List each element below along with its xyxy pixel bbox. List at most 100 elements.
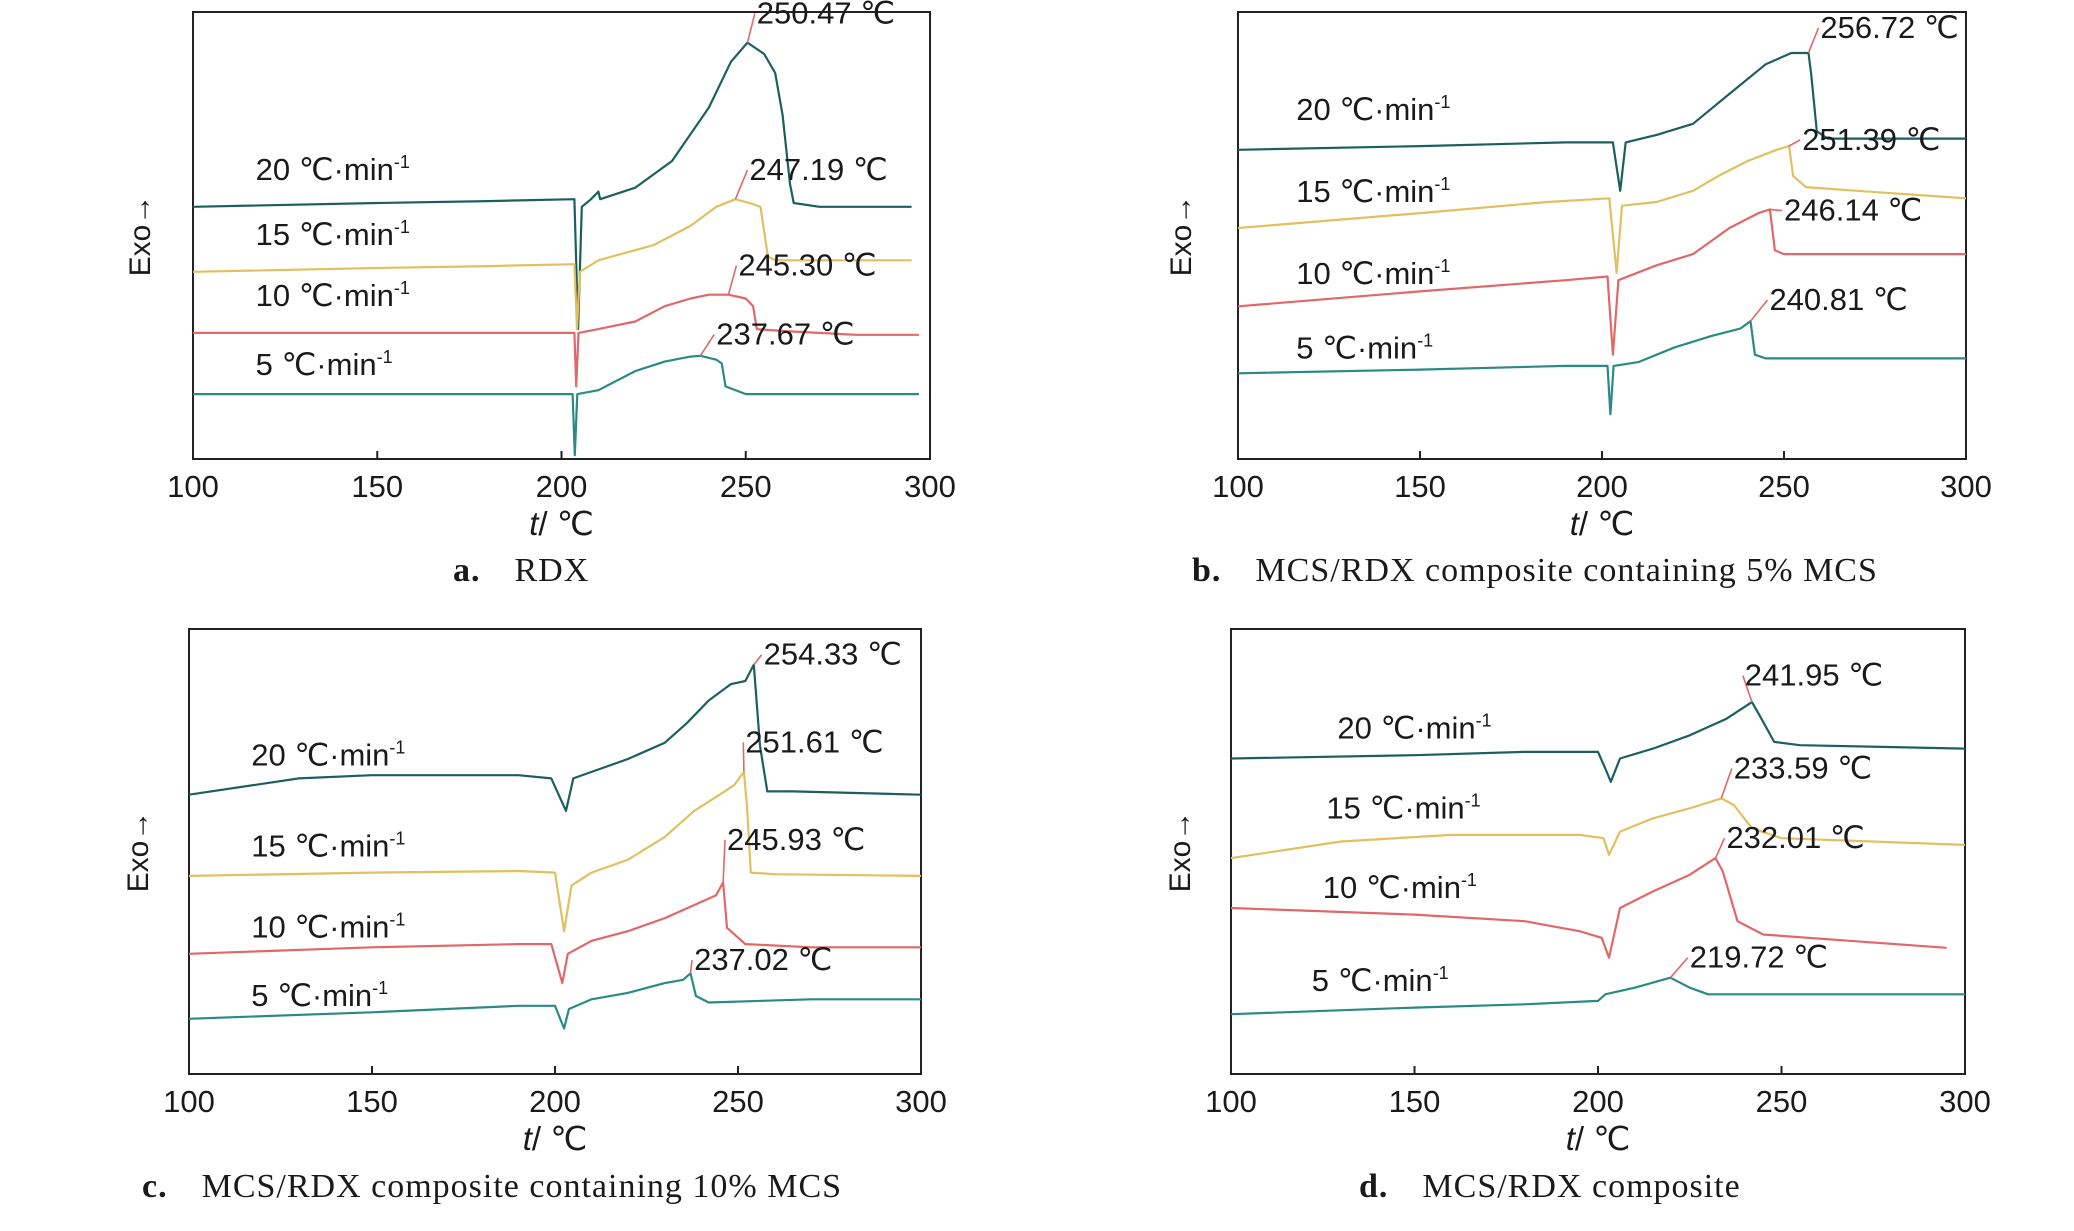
x-axis-variable: t (529, 505, 540, 542)
caption-text: RDX (514, 552, 590, 589)
x-tick-label: 200 (529, 1084, 581, 1119)
peak-leader (1807, 27, 1820, 54)
rate-label: 5 ℃·min-1 (256, 347, 393, 382)
peak-leader (1788, 139, 1801, 147)
x-tick-label: 200 (1576, 469, 1628, 504)
x-tick-label: 100 (1212, 469, 1264, 504)
rate-label: 5 ℃·min-1 (1312, 963, 1449, 998)
peak-label: 245.93 ℃ (727, 822, 865, 857)
x-tick-label: 250 (1758, 469, 1810, 504)
panel-d: 100 150 200 250 300 t/ ℃ Exo→ 20 ℃·min-1 241.95 … (1037, 615, 2074, 1231)
rate-superscript: -1 (394, 217, 410, 237)
peak-leader (1749, 299, 1769, 322)
rate-superscript: -1 (1434, 256, 1450, 276)
caption-c: c. MCS/RDX composite containing 10% MCS (142, 1168, 842, 1206)
caption-letter: b. (1192, 552, 1222, 589)
peak-leader (1714, 837, 1726, 859)
peak-label: 251.39 ℃ (1802, 122, 1940, 157)
y-axis-label: Exo→ (124, 195, 157, 277)
series-line-2 (1230, 797, 1966, 860)
caption-letter: c. (142, 1168, 168, 1205)
rate-label: 10 ℃·min-1 (256, 278, 410, 313)
series-line-1 (1230, 701, 1966, 783)
rate-text: 20 ℃·min (1296, 92, 1434, 127)
rate-text: 5 ℃·min (256, 347, 377, 382)
peak-leader (699, 333, 715, 357)
panel-c: 100 150 200 250 300 t/ ℃ Exo→ 20 ℃·min-1 254.33 … (0, 615, 1037, 1231)
peak-label: 232.01 ℃ (1726, 820, 1864, 855)
x-axis-variable: t (1570, 505, 1581, 542)
caption-letter: d. (1359, 1168, 1389, 1205)
rate-label: 20 ℃·min-1 (1296, 92, 1450, 127)
peak-label: 246.14 ℃ (1784, 193, 1922, 228)
rate-superscript: -1 (394, 152, 410, 172)
series-line-4 (193, 354, 919, 457)
plot-frame (1237, 11, 1967, 460)
rate-superscript: -1 (1433, 963, 1449, 983)
rate-label: 15 ℃·min-1 (1296, 174, 1450, 209)
peak-leader (1669, 957, 1689, 979)
peak-leader (722, 839, 726, 883)
rate-text: 15 ℃·min (251, 828, 389, 863)
peak-label: 254.33 ℃ (764, 637, 902, 672)
x-axis-variable: t (523, 1120, 534, 1157)
rate-superscript: -1 (394, 278, 410, 298)
x-tick-label: 300 (904, 469, 956, 504)
x-tick-label: 300 (1940, 469, 1992, 504)
rate-superscript: -1 (1417, 330, 1433, 350)
panel-a: 100 150 200 250 300 t/ ℃ Exo→ 20 ℃·min-1 250.47 … (0, 0, 1037, 615)
peak-label: 245.30 ℃ (738, 248, 876, 283)
peak-leader (734, 169, 749, 200)
rate-label: 5 ℃·min-1 (251, 978, 388, 1013)
x-tick-label: 100 (167, 469, 219, 504)
series-line-4 (1230, 976, 1965, 1016)
rate-label: 15 ℃·min-1 (251, 828, 405, 863)
peak-leader (753, 654, 763, 666)
caption-a: a. RDX (453, 552, 589, 590)
x-axis-label: t/ ℃ (1566, 1120, 1631, 1157)
x-tick-label: 300 (895, 1084, 947, 1119)
x-tick-label: 300 (1939, 1084, 1991, 1119)
y-axis-label: Exo→ (1164, 811, 1197, 893)
peak-leader (1720, 768, 1733, 799)
rate-superscript: -1 (377, 347, 393, 367)
series-line-2 (192, 198, 912, 331)
x-axis-label: t/ ℃ (523, 1120, 588, 1157)
rate-superscript: -1 (1476, 711, 1492, 731)
x-tick-label: 250 (712, 1084, 764, 1119)
caption-letter: a. (453, 552, 481, 589)
rate-text: 15 ℃·min (256, 217, 394, 252)
rate-label: 20 ℃·min-1 (1337, 711, 1491, 746)
peak-label: 241.95 ℃ (1745, 657, 1883, 692)
rate-superscript: -1 (389, 910, 405, 930)
rate-text: 5 ℃·min (1296, 330, 1417, 365)
rate-text: 10 ℃·min (1296, 256, 1434, 291)
rate-label: 5 ℃·min-1 (1296, 330, 1433, 365)
peak-label: 247.19 ℃ (749, 152, 887, 187)
rate-label: 15 ℃·min-1 (1326, 790, 1480, 825)
rate-label: 20 ℃·min-1 (251, 737, 405, 772)
peak-label: 219.72 ℃ (1690, 940, 1828, 975)
peak-leader (746, 13, 756, 43)
series-line-3 (188, 881, 921, 985)
x-axis-variable: t (1566, 1120, 1577, 1157)
y-axis-label: Exo→ (1165, 195, 1198, 277)
rate-text: 20 ℃·min (256, 152, 394, 187)
rate-superscript: -1 (1434, 92, 1450, 112)
caption-d: d. MCS/RDX composite (1359, 1168, 1741, 1206)
x-axis-unit: / ℃ (1579, 505, 1634, 542)
series-line-3 (1230, 857, 1947, 959)
rate-text: 15 ℃·min (1326, 790, 1464, 825)
caption-text: MCS/RDX composite (1422, 1168, 1741, 1205)
rate-label: 10 ℃·min-1 (1323, 870, 1477, 905)
rate-label: 10 ℃·min-1 (1296, 256, 1450, 291)
rate-superscript: -1 (389, 828, 405, 848)
rate-superscript: -1 (1465, 790, 1481, 810)
series-line-4 (1237, 320, 1966, 416)
rate-superscript: -1 (1461, 870, 1477, 890)
peak-leader (1769, 208, 1783, 212)
